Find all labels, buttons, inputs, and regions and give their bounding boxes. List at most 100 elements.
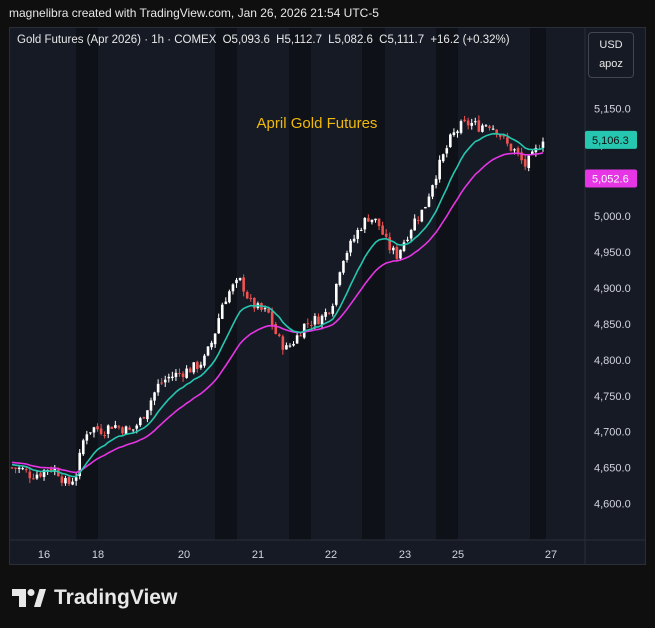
candle-body [470, 122, 474, 126]
candle-body [71, 481, 74, 485]
candle-body [135, 425, 139, 429]
price-label-box [585, 169, 637, 188]
candle-body [392, 247, 395, 251]
candle-body [188, 368, 192, 373]
candle-body [473, 121, 477, 123]
y-tick-label: 4,600.0 [594, 499, 631, 511]
candle-body [416, 219, 420, 221]
candle-body [103, 434, 106, 436]
x-tick-label: 20 [178, 549, 190, 561]
candle-body [502, 135, 506, 137]
candle-body [181, 373, 185, 377]
session-band [530, 28, 546, 540]
candle-body [96, 426, 99, 430]
low-value: L5,082.6 [328, 34, 373, 46]
candle-body [352, 238, 356, 242]
candle-body [32, 478, 35, 480]
attribution-text: magnelibra created with TradingView.com,… [9, 6, 379, 20]
candle-body [128, 427, 131, 430]
candle-body [74, 477, 78, 481]
candle-body [171, 376, 174, 379]
candle-body [441, 154, 445, 162]
candle-body [285, 345, 288, 350]
candle-body [356, 230, 359, 239]
candle-body [117, 426, 121, 428]
candle-body [235, 279, 238, 284]
candle-body [192, 362, 196, 373]
candle-body [306, 323, 310, 325]
candle-body [206, 346, 210, 356]
currency-selector[interactable]: USD apoz [588, 32, 634, 78]
brand-name: TradingView [54, 586, 178, 609]
candle-body [445, 148, 449, 154]
candle-body [138, 418, 142, 426]
candle-body [217, 318, 220, 334]
candle-body [456, 131, 459, 134]
candle-body [345, 252, 349, 260]
candle-body [509, 143, 513, 151]
y-tick-label: 4,900.0 [594, 283, 631, 295]
candle-body [338, 272, 342, 285]
candle-body [288, 345, 292, 347]
candle-body [89, 432, 92, 434]
candle-body [224, 301, 228, 305]
candle-body [17, 467, 21, 470]
currency-unit: USD [599, 39, 623, 51]
candle-body [506, 137, 509, 144]
open-value: O5,093.6 [222, 34, 270, 46]
candle-body [342, 260, 345, 273]
candle-body [452, 132, 456, 136]
candle-body [160, 382, 163, 384]
candle-body [498, 134, 502, 137]
candle-body [153, 392, 156, 401]
y-tick-label: 4,950.0 [594, 247, 631, 259]
x-tick-label: 16 [38, 549, 50, 561]
tradingview-logo-icon [12, 589, 46, 607]
x-tick-label: 27 [545, 549, 557, 561]
candle-body [57, 469, 60, 477]
candle-body [295, 335, 299, 344]
candle-body [427, 196, 431, 207]
ema-fast-line [11, 132, 544, 478]
candle-body [85, 434, 89, 441]
candles-group [10, 115, 545, 487]
candle-body [64, 478, 67, 484]
candle-body [14, 467, 17, 469]
candle-body [270, 311, 274, 326]
candle-body [320, 315, 324, 325]
candle-body [242, 277, 245, 292]
candle-body [196, 361, 199, 369]
candle-body [513, 149, 516, 151]
candle-body [156, 383, 160, 393]
session-band [76, 28, 98, 540]
candle-body [449, 134, 452, 148]
x-tick-label: 25 [452, 549, 464, 561]
candle-body [335, 283, 338, 305]
x-tick-label: 18 [92, 549, 104, 561]
candle-body [249, 297, 253, 299]
candle-body [331, 306, 335, 314]
candle-body [106, 425, 110, 434]
price-label-text: 5,052.6 [592, 173, 629, 185]
candle-body [384, 233, 388, 237]
candle-body [185, 368, 188, 378]
candle-body [541, 141, 545, 148]
session-band [362, 28, 385, 540]
candle-body [42, 469, 46, 477]
candle-body [299, 335, 302, 337]
candle-body [220, 304, 224, 319]
candle-body [310, 325, 313, 327]
candle-body [274, 324, 278, 335]
candle-body [99, 428, 103, 434]
candle-body [527, 155, 531, 168]
candle-body [28, 471, 32, 479]
y-tick-label: 4,850.0 [594, 319, 631, 331]
session-band [215, 28, 237, 540]
candle-body [277, 334, 281, 336]
ema-slow-line [11, 152, 544, 474]
high-value: H5,112.7 [276, 34, 322, 46]
candle-body [420, 209, 424, 222]
candle-body [146, 410, 149, 420]
candle-body [367, 218, 370, 222]
